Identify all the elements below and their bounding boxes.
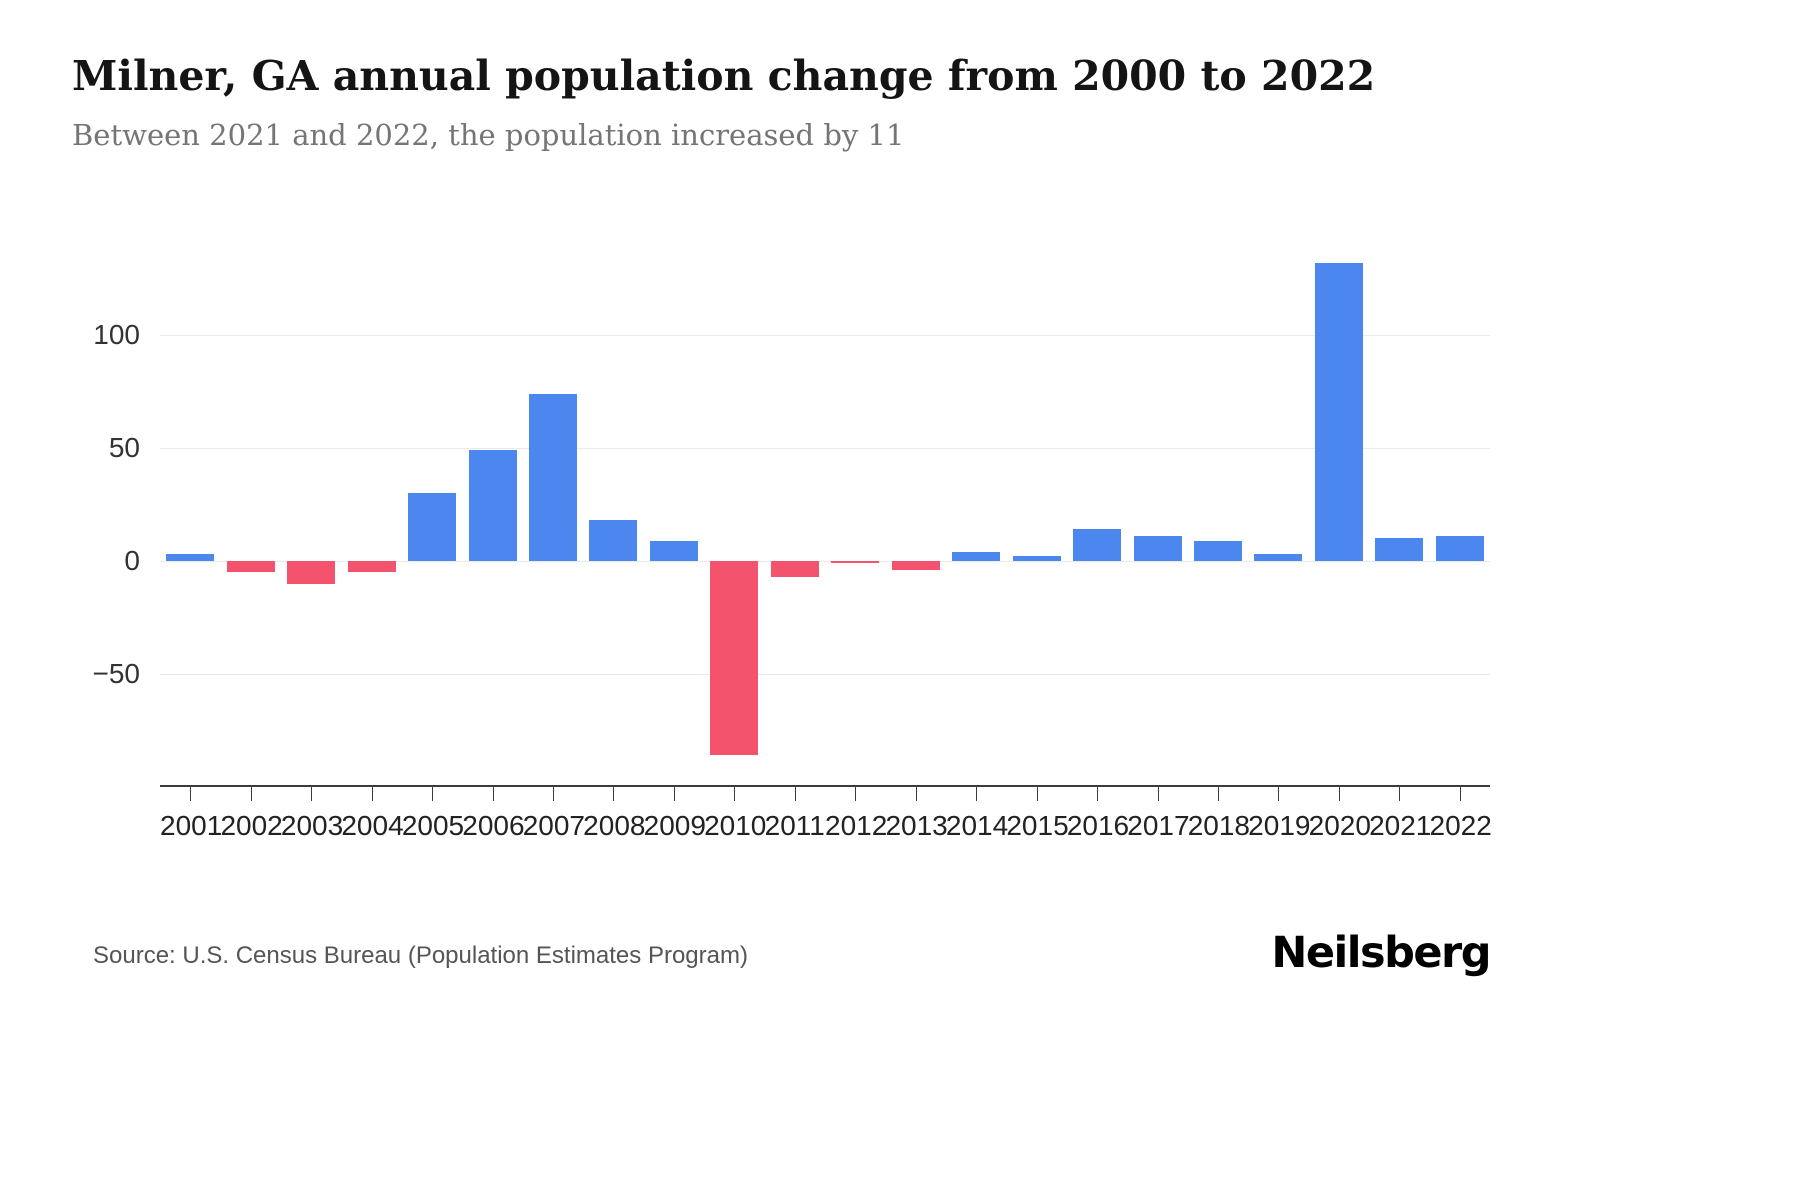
x-axis-tick (190, 787, 192, 801)
x-axis-tick (1338, 787, 1340, 801)
bar-2016 (1073, 529, 1122, 561)
x-axis-ticks (160, 787, 1490, 803)
bar-2017 (1133, 536, 1182, 561)
x-axis-tick (1036, 787, 1038, 801)
gridline-−50 (160, 674, 1490, 675)
bar-2002 (226, 561, 275, 573)
x-tick-label-2007: 2007 (522, 810, 586, 841)
bar-2018 (1193, 540, 1242, 561)
x-axis-tick (552, 787, 554, 801)
x-axis-tick (432, 787, 434, 801)
bar-2007 (528, 393, 577, 561)
x-tick-label-2016: 2016 (1066, 810, 1130, 841)
x-axis-tick (915, 787, 917, 801)
x-tick-label-2019: 2019 (1248, 810, 1311, 841)
x-axis-tick (613, 787, 615, 801)
bar-2022 (1435, 536, 1484, 561)
x-tick-label-2005: 2005 (401, 810, 465, 841)
bar-2012 (831, 561, 880, 564)
source-text: Source: U.S. Census Bureau (Population E… (93, 942, 748, 969)
x-axis-tick (492, 787, 494, 801)
gridline-50 (160, 448, 1490, 449)
bar-2004 (347, 561, 396, 573)
gridline-0 (160, 561, 1490, 562)
bar-2011 (770, 561, 819, 577)
bar-2021 (1375, 538, 1424, 561)
x-tick-label-2022: 2022 (1429, 810, 1492, 841)
bar-2006 (468, 450, 517, 561)
x-tick-label-2009: 2009 (643, 810, 706, 841)
bar-2003 (287, 561, 336, 584)
x-axis-line (160, 785, 1490, 787)
bar-2010 (710, 561, 759, 756)
x-tick-label-2013: 2013 (885, 810, 948, 841)
x-axis-tick (371, 787, 373, 801)
x-tick-label-2011: 2011 (764, 810, 825, 841)
x-tick-label-2001: 2001 (160, 810, 223, 841)
bar-2019 (1254, 554, 1303, 561)
bar-2014 (952, 551, 1001, 561)
bar-2008 (589, 520, 638, 561)
page-subtitle: Between 2021 and 2022, the population in… (72, 118, 905, 152)
x-tick-label-2018: 2018 (1187, 810, 1251, 841)
x-axis-tick (1097, 787, 1099, 801)
x-tick-label-2010: 2010 (704, 810, 767, 841)
x-tick-label-2004: 2004 (341, 810, 404, 841)
page-title: Milner, GA annual population change from… (72, 52, 1376, 100)
x-axis-tick (1157, 787, 1159, 801)
bar-2015 (1012, 556, 1061, 561)
x-axis-tick (1399, 787, 1401, 801)
x-axis-tick (855, 787, 857, 801)
x-axis-tick (311, 787, 313, 801)
x-axis-tick (1278, 787, 1280, 801)
x-tick-label-2015: 2015 (1006, 810, 1069, 841)
y-tick-label: 0 (124, 545, 140, 576)
x-axis-tick (673, 787, 675, 801)
x-axis-labels: 2001 2002 2003 2004 2005 2006 2007 2008 2009 2010… (160, 810, 1492, 850)
bar-2005 (408, 493, 457, 561)
x-axis-tick (734, 787, 736, 801)
bar-2020 (1314, 262, 1363, 561)
x-tick-label-2017: 2017 (1127, 810, 1190, 841)
y-tick-label: −50 (92, 658, 141, 689)
x-axis-tick (976, 787, 978, 801)
y-tick-label: 50 (108, 432, 140, 463)
x-axis-tick (250, 787, 252, 801)
x-tick-label-2002: 2002 (220, 810, 283, 841)
x-tick-label-2014: 2014 (945, 810, 1009, 841)
bar-2013 (891, 561, 940, 571)
x-tick-label-2020: 2020 (1308, 810, 1371, 841)
plot-area (160, 250, 1490, 785)
x-tick-label-2021: 2021 (1369, 810, 1432, 841)
x-axis-tick (1217, 787, 1219, 801)
x-tick-label-2003: 2003 (280, 810, 344, 841)
bar-chart: 100 50 0 −50 2001 2002 2003 2004 2005 2006 2007 20… (0, 250, 1492, 850)
bar-2009 (649, 540, 698, 561)
x-tick-label-2012: 2012 (825, 810, 888, 841)
y-tick-label: 100 (93, 319, 140, 350)
y-axis-labels: 100 50 0 −50 (0, 250, 141, 785)
brand-logo: Neilsberg (1271, 928, 1491, 978)
x-axis-tick (1459, 787, 1461, 801)
bar-2001 (166, 554, 215, 561)
x-tick-label-2006: 2006 (462, 810, 525, 841)
x-tick-label-2008: 2008 (583, 810, 646, 841)
x-axis-tick (794, 787, 796, 801)
gridline-100 (160, 335, 1490, 336)
